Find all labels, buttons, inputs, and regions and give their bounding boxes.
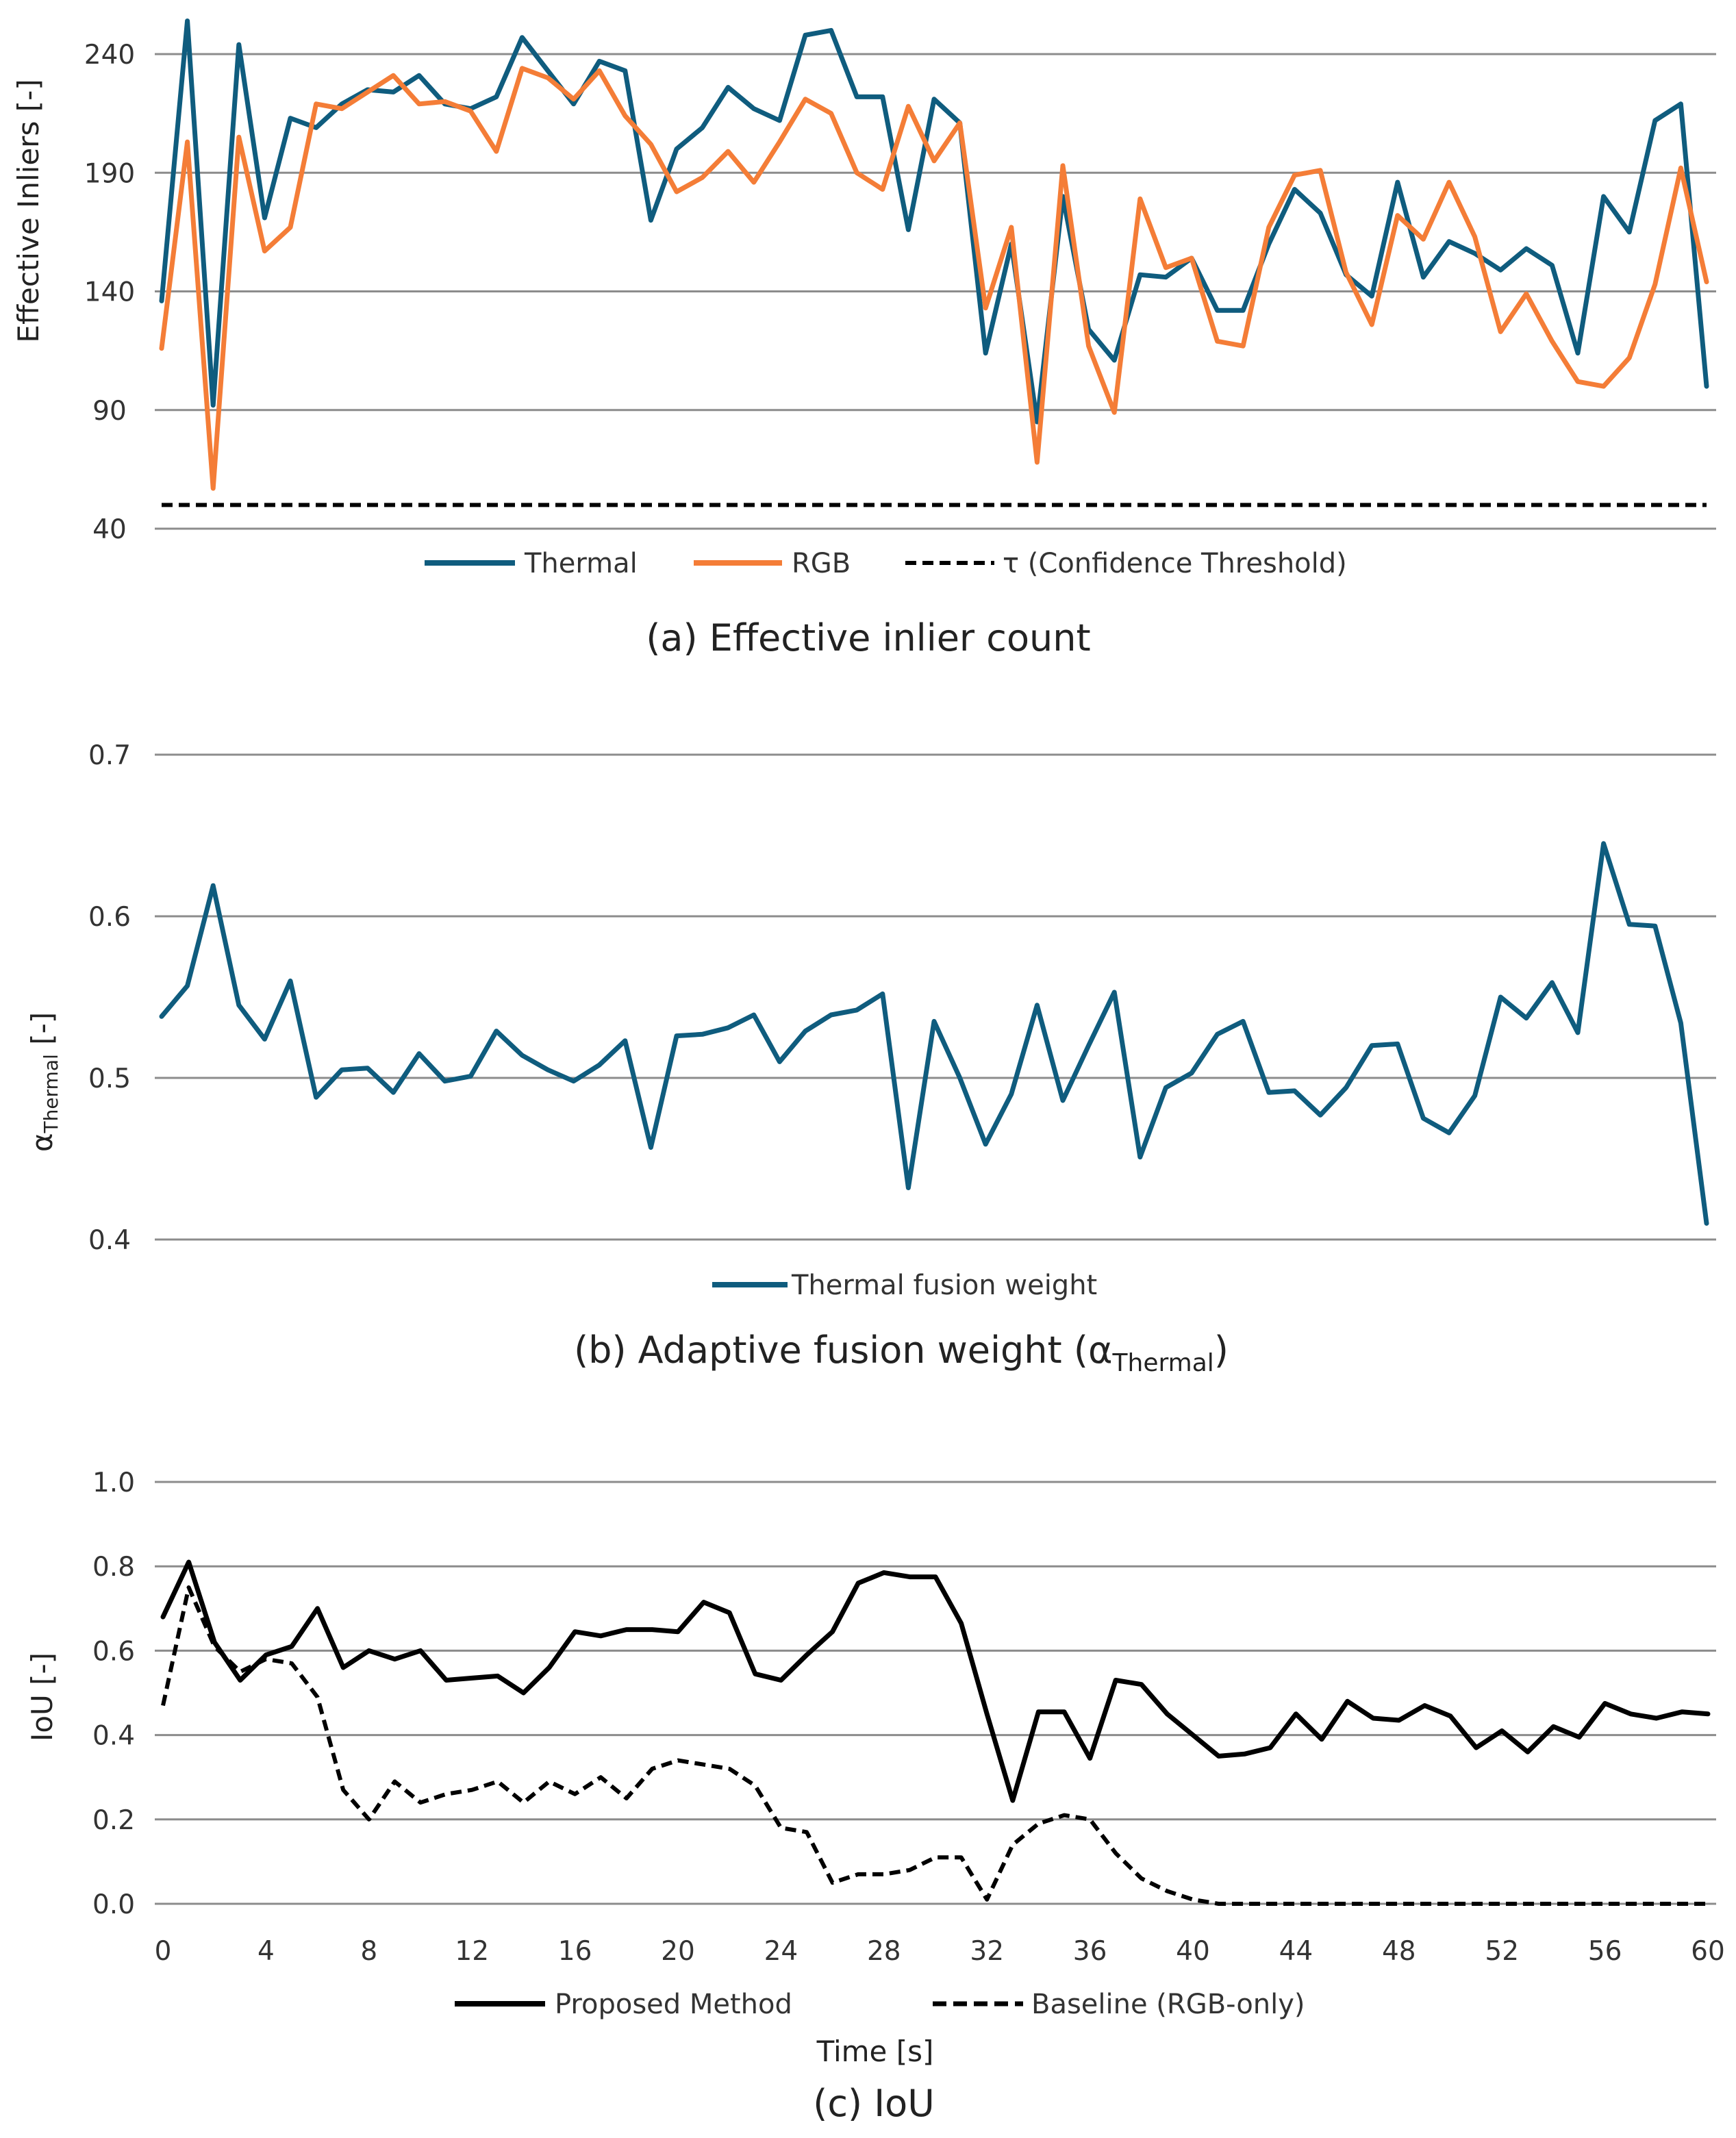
- y-tick-label-c-2: 0.6: [92, 1636, 135, 1667]
- legend-label-thermal: Thermal: [524, 548, 638, 579]
- panel-c-series: [160, 1559, 1711, 1906]
- legend-label-thermal-fusion-weight: Thermal fusion weight: [791, 1270, 1097, 1301]
- y-tick-label-c-4: 0.2: [92, 1805, 135, 1836]
- x-tick-label-c-15: 60: [1691, 1936, 1725, 1967]
- panel-c-iou: 1.00.80.60.40.20.0 0 4 8 12 16 20 24 28 32 36 40 44…: [25, 1468, 1725, 2125]
- legend-item-baseline: Baseline (RGB-only): [933, 1989, 1305, 2020]
- legend-label-proposed: Proposed Method: [555, 1989, 792, 2020]
- panel-b-caption: (b) Adaptive fusion weight (αThermal): [574, 1329, 1229, 1377]
- x-tick-label-c-10: 40: [1176, 1936, 1210, 1967]
- x-tick-label-c-0: 0: [155, 1936, 172, 1967]
- x-tick-label-c-6: 24: [764, 1936, 798, 1967]
- y-tick-label-a-1: 190: [84, 158, 135, 189]
- y-label-alpha: α: [25, 1133, 59, 1152]
- x-tick-label-c-7: 28: [867, 1936, 901, 1967]
- y-tick-label-c-0: 1.0: [92, 1468, 135, 1498]
- y-tick-label-b-0: 0.7: [88, 740, 131, 771]
- panel-a-series: [159, 18, 1709, 507]
- x-tick-label-c-2: 8: [360, 1936, 377, 1967]
- panel-b-fusion-weight: 0.70.60.50.4 αThermal [-] Thermal fusion…: [25, 740, 1716, 1377]
- panel-c-x-ticks: 0 4 8 12 16 20 24 28 32 36 40 44 48 52 56 60: [155, 1936, 1725, 1967]
- panel-c-gridlines: [155, 1481, 1716, 1905]
- legend-label-threshold: τ (Confidence Threshold): [1003, 548, 1347, 579]
- legend-item-thermal: Thermal: [425, 548, 638, 579]
- x-tick-label-c-5: 20: [661, 1936, 695, 1967]
- panel-b-legend: Thermal fusion weight: [712, 1270, 1097, 1301]
- y-tick-label-a-0: 240: [84, 40, 135, 71]
- x-tick-label-c-14: 56: [1588, 1936, 1622, 1967]
- panel-c-caption: (c) IoU: [813, 2082, 934, 2125]
- legend-item-proposed: Proposed Method: [455, 1989, 792, 2020]
- y-tick-label-b-3: 0.4: [88, 1225, 131, 1256]
- y-tick-label-a-2: 140: [84, 277, 135, 308]
- series-line-a-thermal: [159, 18, 1709, 425]
- legend-item-rgb: RGB: [694, 548, 851, 579]
- panel-c-y-axis-label: IoU [-]: [25, 1652, 59, 1741]
- x-tick-label-c-4: 16: [558, 1936, 592, 1967]
- x-tick-label-c-1: 4: [257, 1936, 275, 1967]
- panel-a-legend: Thermal RGB τ (Confidence Threshold): [425, 548, 1347, 579]
- y-tick-label-b-1: 0.6: [88, 902, 131, 933]
- series-line-a-rgb: [159, 66, 1709, 491]
- caption-b-end: ): [1214, 1329, 1229, 1372]
- legend-item-thermal-fusion-weight: Thermal fusion weight: [712, 1270, 1097, 1301]
- caption-b-subscript: Thermal: [1112, 1349, 1214, 1377]
- x-tick-label-c-8: 32: [970, 1936, 1004, 1967]
- y-tick-label-c-5: 0.0: [92, 1889, 135, 1920]
- panel-c-x-axis-label: Time [s]: [816, 2035, 934, 2068]
- panel-a-y-ticks: 240 190 140 90 40: [84, 40, 135, 545]
- panel-c-y-ticks: 1.0 0.8 0.6 0.4 0.2 0.0: [92, 1468, 135, 1920]
- panel-b-y-axis-label: αThermal [-]: [25, 1012, 62, 1152]
- panel-a-gridlines: [155, 53, 1716, 530]
- caption-b-main: (b) Adaptive fusion weight (α: [574, 1329, 1112, 1372]
- panel-b-gridlines: [155, 753, 1716, 1241]
- y-label-subscript: Thermal: [40, 1054, 62, 1133]
- panel-a-effective-inliers: 240 190 140 90 40 Effective Inliers [-] Ther…: [12, 18, 1716, 659]
- panel-b-series: [159, 841, 1709, 1226]
- y-tick-label-c-1: 0.8: [92, 1552, 135, 1583]
- x-tick-label-c-13: 52: [1485, 1936, 1519, 1967]
- panel-a-y-axis-label: Effective Inliers [-]: [12, 79, 45, 342]
- y-tick-label-a-4: 40: [92, 514, 127, 545]
- panel-b-y-ticks: 0.7 0.6 0.5 0.4: [88, 740, 131, 1256]
- x-tick-label-c-11: 44: [1279, 1936, 1313, 1967]
- y-tick-label-a-3: 90: [92, 396, 127, 427]
- series-line-b-thermal-fusion-weight: [159, 841, 1709, 1226]
- y-label-unit: [-]: [25, 1012, 59, 1054]
- legend-item-threshold: τ (Confidence Threshold): [905, 548, 1347, 579]
- y-tick-label-b-2: 0.5: [88, 1064, 131, 1094]
- x-tick-label-c-3: 12: [455, 1936, 489, 1967]
- x-tick-label-c-9: 36: [1073, 1936, 1107, 1967]
- panel-c-legend: Proposed Method Baseline (RGB-only): [455, 1989, 1305, 2020]
- x-tick-label-c-12: 48: [1382, 1936, 1416, 1967]
- panel-a-caption: (a) Effective inlier count: [646, 616, 1090, 659]
- series-line-c-proposed-method: [160, 1559, 1711, 1803]
- legend-label-baseline: Baseline (RGB-only): [1031, 1989, 1305, 2020]
- series-line-c-baseline-rgb-only: [161, 1585, 1708, 1906]
- legend-label-rgb: RGB: [792, 548, 851, 579]
- y-tick-label-c-3: 0.4: [92, 1721, 135, 1752]
